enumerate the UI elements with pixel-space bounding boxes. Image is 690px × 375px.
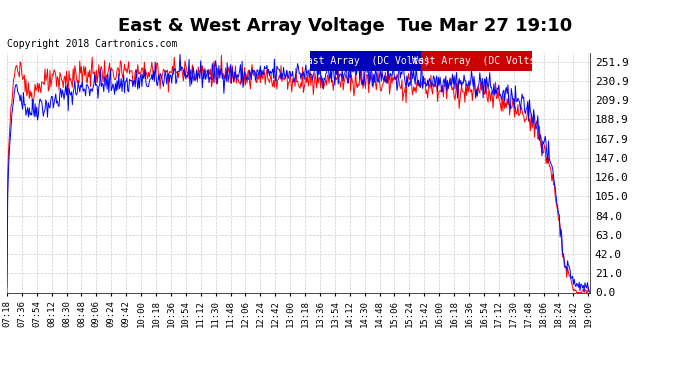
Text: Copyright 2018 Cartronics.com: Copyright 2018 Cartronics.com — [7, 39, 177, 50]
Text: West Array  (DC Volts): West Array (DC Volts) — [412, 56, 541, 66]
Text: East & West Array Voltage  Tue Mar 27 19:10: East & West Array Voltage Tue Mar 27 19:… — [118, 17, 572, 35]
Text: East Array  (DC Volts): East Array (DC Volts) — [301, 56, 430, 66]
